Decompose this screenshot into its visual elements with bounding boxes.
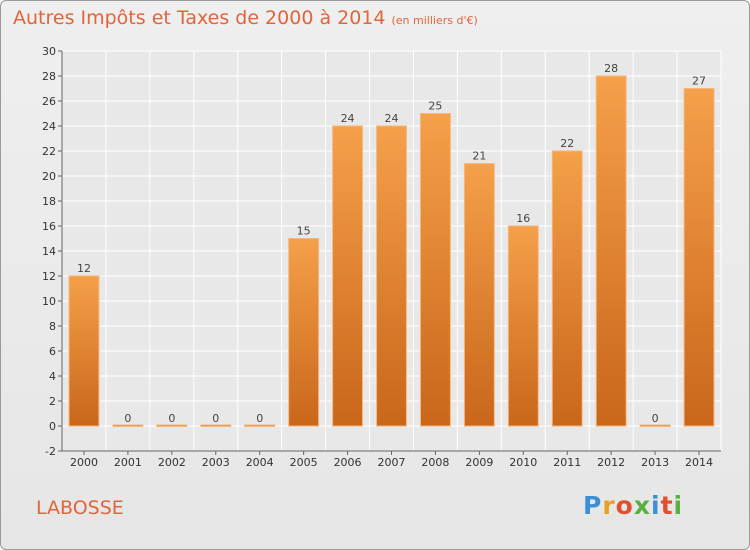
data-label-2003: 0 bbox=[212, 412, 219, 425]
data-label-2011: 22 bbox=[560, 137, 574, 150]
bar-2003 bbox=[200, 424, 232, 427]
x-tick-label-2008: 2008 bbox=[421, 456, 449, 469]
bar-2012 bbox=[595, 75, 627, 427]
data-label-2009: 21 bbox=[472, 150, 486, 163]
data-label-2004: 0 bbox=[256, 412, 263, 425]
bar-2008 bbox=[419, 113, 451, 427]
y-tick-label: -2 bbox=[45, 445, 56, 458]
proxiti-logo[interactable]: Proxiti bbox=[583, 491, 683, 520]
data-label-2014: 27 bbox=[692, 75, 706, 88]
y-tick-label: 0 bbox=[49, 420, 56, 433]
bar-2000 bbox=[68, 275, 100, 427]
x-tick-label-2012: 2012 bbox=[597, 456, 625, 469]
x-tick-label-2014: 2014 bbox=[685, 456, 713, 469]
x-tick-label-2010: 2010 bbox=[509, 456, 537, 469]
y-tick-label: 10 bbox=[42, 295, 56, 308]
bar-2005 bbox=[288, 238, 320, 427]
bar-2002 bbox=[156, 424, 188, 427]
logo-letter: x bbox=[633, 491, 651, 520]
x-tick-label-2013: 2013 bbox=[641, 456, 669, 469]
logo-letter: i bbox=[673, 491, 684, 520]
bar-2007 bbox=[376, 125, 407, 427]
y-tick-label: 8 bbox=[49, 320, 56, 333]
data-label-2006: 24 bbox=[341, 112, 355, 125]
data-label-2005: 15 bbox=[297, 225, 311, 238]
data-label-2008: 25 bbox=[428, 100, 442, 113]
bars bbox=[68, 75, 715, 427]
bar-2006 bbox=[332, 125, 364, 427]
data-label-2010: 16 bbox=[516, 212, 530, 225]
x-tick-label-2000: 2000 bbox=[70, 456, 98, 469]
bar-2009 bbox=[463, 163, 495, 427]
bar-2011 bbox=[551, 150, 583, 427]
data-label-2012: 28 bbox=[604, 62, 618, 75]
data-label-2001: 0 bbox=[124, 412, 131, 425]
data-label-2007: 24 bbox=[385, 112, 399, 125]
chart-title-text: Autres Impôts et Taxes de 2000 à 2014 bbox=[13, 7, 386, 29]
x-tick-label-2003: 2003 bbox=[202, 456, 230, 469]
commune-name: LABOSSE bbox=[36, 497, 124, 519]
y-tick-label: 30 bbox=[42, 45, 56, 58]
y-tick-label: 2 bbox=[49, 395, 56, 408]
y-tick-label: 20 bbox=[42, 170, 56, 183]
bar-2004 bbox=[244, 424, 276, 427]
y-tick-label: 4 bbox=[49, 370, 56, 383]
x-tick-label-2001: 2001 bbox=[114, 456, 142, 469]
y-tick-label: 18 bbox=[42, 195, 56, 208]
logo-letter: P bbox=[583, 491, 603, 520]
logo-letter: t bbox=[660, 491, 674, 520]
y-tick-label: 24 bbox=[42, 120, 56, 133]
chart-subtitle: (en milliers d'€) bbox=[391, 14, 478, 27]
logo-letter: r bbox=[602, 491, 616, 520]
x-tick-label-2007: 2007 bbox=[378, 456, 406, 469]
x-tick-label-2009: 2009 bbox=[465, 456, 493, 469]
data-label-2000: 12 bbox=[77, 262, 91, 275]
bar-2001 bbox=[112, 424, 144, 427]
bar-2010 bbox=[507, 225, 539, 427]
data-label-2013: 0 bbox=[652, 412, 659, 425]
bar-2013 bbox=[639, 424, 671, 427]
bar-2014 bbox=[683, 88, 715, 427]
x-tick-label-2011: 2011 bbox=[553, 456, 581, 469]
y-tick-label: 12 bbox=[42, 270, 56, 283]
y-tick-label: 14 bbox=[42, 245, 56, 258]
data-labels: 12 0 0 0 0 15 24 24 25 21 16 22 28 0 27 bbox=[77, 62, 706, 425]
y-tick-label: 6 bbox=[49, 345, 56, 358]
x-tick-label-2005: 2005 bbox=[290, 456, 318, 469]
chart-title: Autres Impôts et Taxes de 2000 à 2014 (en… bbox=[13, 7, 478, 29]
y-tick-label: 26 bbox=[42, 95, 56, 108]
y-tick-label: 22 bbox=[42, 145, 56, 158]
y-tick-label: 28 bbox=[42, 70, 56, 83]
x-tick-label-2004: 2004 bbox=[246, 456, 274, 469]
logo-letter: o bbox=[615, 491, 634, 520]
x-tick-label-2006: 2006 bbox=[334, 456, 362, 469]
data-label-2002: 0 bbox=[168, 412, 175, 425]
x-tick-label-2002: 2002 bbox=[158, 456, 186, 469]
logo-letter: i bbox=[651, 491, 661, 520]
y-tick-label: 16 bbox=[42, 220, 56, 233]
